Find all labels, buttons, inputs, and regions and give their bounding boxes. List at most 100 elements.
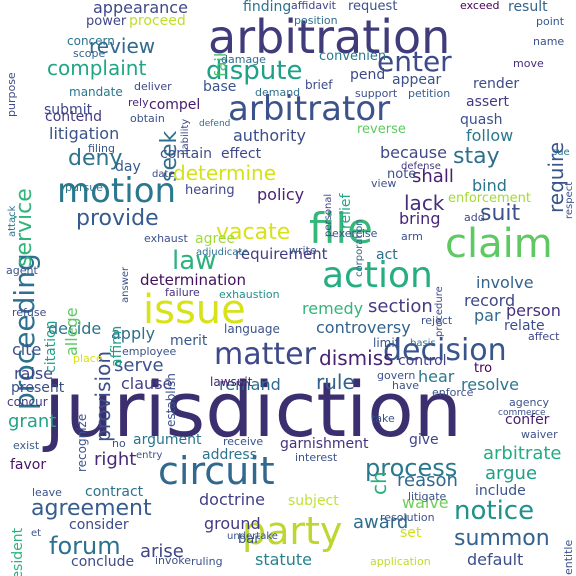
- word-stay: stay: [453, 144, 500, 169]
- word-employee: employee: [122, 345, 177, 358]
- word-cite: cite: [12, 340, 42, 359]
- word-section: section: [368, 296, 433, 317]
- word-agreement: agreement: [31, 496, 152, 521]
- word-follow: follow: [466, 126, 514, 145]
- word-enforcement: enforcement: [448, 191, 531, 206]
- word-matter: matter: [214, 337, 316, 372]
- word-action: action: [322, 255, 433, 296]
- word-scope: scope: [73, 47, 106, 60]
- word-lack: lack: [404, 191, 445, 215]
- word-attack: attack: [7, 205, 18, 237]
- word-arm: arm: [401, 230, 423, 243]
- word-argument: argument: [133, 432, 202, 448]
- word-because: because: [380, 143, 447, 162]
- word-bar: bar: [238, 532, 260, 547]
- word-issue: issue: [143, 287, 246, 333]
- word-affidavit: affidavit: [291, 0, 336, 12]
- word-policy: policy: [257, 185, 305, 204]
- word-include: include: [475, 483, 526, 499]
- word-establish: establish: [164, 372, 178, 427]
- word-exercise: exercise: [332, 227, 378, 240]
- word-enter: enter: [377, 45, 452, 78]
- word-deny: deny: [68, 146, 123, 171]
- word-language: language: [224, 322, 280, 336]
- word-waive: waive: [402, 493, 449, 512]
- word-confer: confer: [505, 412, 550, 428]
- word-determine: determine: [173, 161, 277, 185]
- word-remedy: remedy: [302, 299, 364, 318]
- word-lawsuit: lawsuit: [210, 375, 253, 389]
- word-raise: raise: [14, 364, 54, 383]
- word-day: day: [115, 159, 141, 175]
- word-citation: citation: [43, 320, 59, 373]
- word-defend: defend: [199, 119, 231, 129]
- word-rule: rule: [316, 370, 355, 394]
- word-summon: summon: [454, 526, 550, 551]
- word-vacate: vacate: [216, 220, 291, 245]
- word-bind: bind: [472, 176, 507, 195]
- word-filing: filing: [88, 142, 115, 155]
- word-adjudicate: adjudicate: [196, 247, 249, 258]
- word-note: note: [387, 167, 417, 182]
- word-motion: motion: [57, 171, 177, 211]
- word-ground: ground: [204, 514, 261, 533]
- word-relate: relate: [504, 318, 545, 334]
- word-notice: notice: [454, 496, 535, 526]
- word-mandate: mandate: [69, 85, 123, 99]
- word-quash: quash: [460, 112, 503, 128]
- word-request: request: [348, 0, 398, 14]
- word-defense: defense: [401, 161, 441, 172]
- word-litigation: litigation: [49, 124, 120, 143]
- word-waiver: waiver: [521, 428, 558, 441]
- word-consider: consider: [69, 517, 129, 533]
- word-recognize: recognize: [75, 413, 89, 472]
- word-hear: hear: [418, 367, 455, 386]
- word-give: give: [409, 432, 439, 448]
- word-agency: agency: [509, 396, 550, 409]
- word-favor: favor: [10, 457, 47, 473]
- word-resolution: resolution: [380, 511, 435, 524]
- word-purpose: purpose: [5, 71, 18, 117]
- word-entitle: entitle: [562, 539, 575, 575]
- word-arbitrate: arbitrate: [483, 443, 562, 464]
- word-application: application: [370, 555, 431, 568]
- word-controversy: controversy: [316, 318, 411, 337]
- word-exhaust: exhaust: [144, 232, 188, 245]
- word-compel: compel: [149, 97, 201, 113]
- word-move: move: [513, 57, 544, 70]
- word-demand: demand: [255, 86, 301, 99]
- word-dismiss: dismiss: [319, 346, 394, 370]
- word-jurisdiction: jurisdiction: [44, 365, 462, 454]
- word-arise: arise: [140, 541, 184, 562]
- word-exceed: exceed: [460, 0, 500, 12]
- word-contract: contract: [85, 484, 144, 500]
- word-entry: entry: [136, 450, 163, 461]
- word-base: base: [203, 79, 237, 95]
- word-suit: suit: [480, 201, 521, 226]
- word-decision: decision: [383, 333, 507, 368]
- word-statute: statute: [255, 550, 312, 569]
- word-proceed: proceed: [129, 13, 186, 29]
- word-dispute: dispute: [206, 56, 303, 86]
- word-govern: govern: [377, 369, 416, 382]
- word-interest: interest: [295, 451, 338, 464]
- word-add: add: [464, 211, 485, 224]
- word-enforce: enforce: [432, 386, 474, 399]
- word-remand: remand: [219, 375, 281, 394]
- word-answer: answer: [120, 266, 131, 303]
- word-arbitrator: arbitrator: [228, 89, 391, 129]
- word-involve: involve: [476, 273, 534, 292]
- word-invoke: invoke: [155, 554, 192, 567]
- word-sue: sue: [552, 147, 570, 158]
- word-decide: decide: [48, 319, 102, 338]
- word-determination: determination: [140, 271, 246, 289]
- word-apply: apply: [111, 324, 156, 343]
- word-litigate: litigate: [408, 490, 447, 503]
- word-argue: argue: [485, 463, 538, 484]
- word-reverse: reverse: [357, 122, 406, 137]
- word-place: place: [73, 352, 103, 365]
- word-claim: claim: [445, 221, 553, 267]
- word-finding: finding: [243, 0, 292, 15]
- word-garnishment: garnishment: [280, 436, 369, 452]
